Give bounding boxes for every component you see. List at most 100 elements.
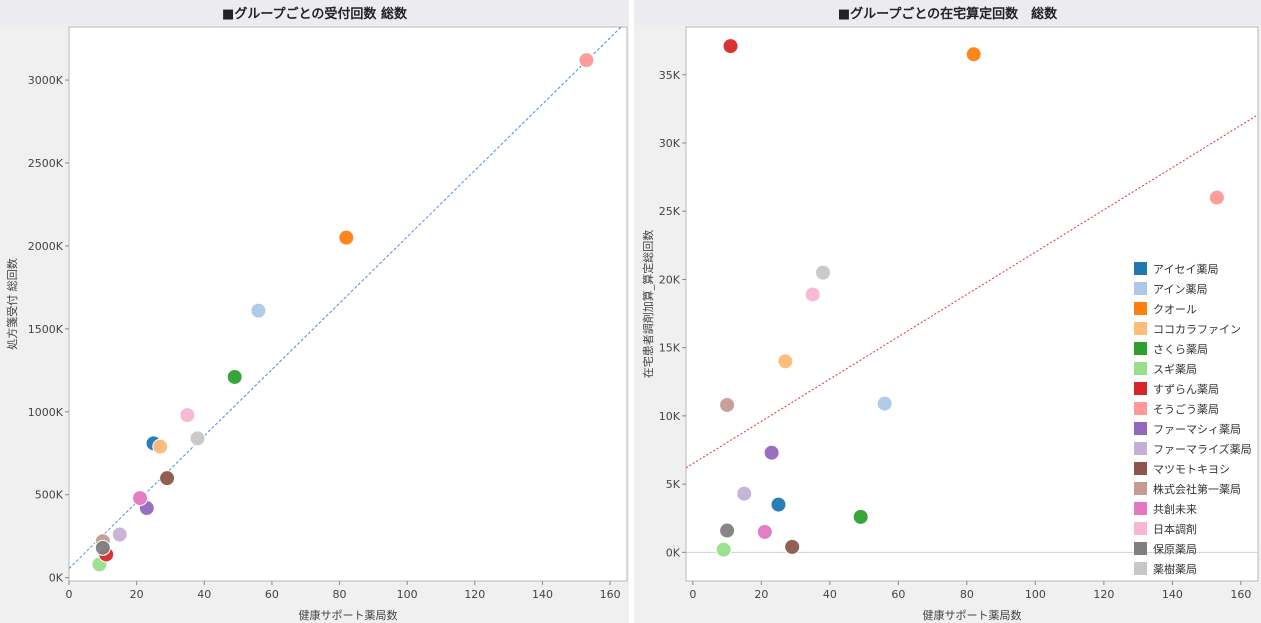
legend-label: ココカラファイン bbox=[1153, 323, 1241, 336]
x-tick-label: 140 bbox=[1162, 588, 1183, 601]
legend-swatch bbox=[1134, 422, 1147, 435]
legend-swatch bbox=[1134, 302, 1147, 315]
legend-label: アイン薬局 bbox=[1153, 283, 1207, 296]
legend-label: 株式会社第一薬局 bbox=[1153, 482, 1241, 496]
legend-label: さくら薬局 bbox=[1153, 343, 1208, 356]
x-tick-label: 80 bbox=[333, 588, 347, 601]
data-point[interactable] bbox=[784, 538, 801, 555]
data-point[interactable] bbox=[804, 286, 821, 303]
x-tick-label: 140 bbox=[532, 588, 553, 601]
left-chart-panel: ■グループごとの受付回数 総数 0K 500K 1000K 1500K 2000K 250… bbox=[0, 0, 629, 623]
x-tick-label: 160 bbox=[600, 588, 621, 601]
legend-swatch bbox=[1134, 462, 1147, 475]
data-point[interactable] bbox=[152, 438, 169, 455]
y-tick-label: 500K bbox=[35, 489, 64, 502]
data-point[interactable] bbox=[226, 368, 243, 385]
x-tick-label: 60 bbox=[891, 588, 905, 601]
x-tick-label: 20 bbox=[754, 588, 768, 601]
legend-swatch bbox=[1134, 342, 1147, 355]
left-chart-title: ■グループごとの受付回数 総数 bbox=[0, 0, 629, 25]
x-tick-label: 60 bbox=[265, 588, 279, 601]
x-tick-label: 40 bbox=[197, 588, 211, 601]
data-point[interactable] bbox=[815, 264, 832, 281]
legend-label: マツモトキヨシ bbox=[1153, 463, 1230, 476]
legend-label: すずらん薬局 bbox=[1153, 383, 1219, 396]
legend-swatch bbox=[1134, 502, 1147, 515]
data-point[interactable] bbox=[770, 496, 787, 513]
y-tick-label: 1500K bbox=[28, 323, 64, 336]
plot-area bbox=[685, 26, 1259, 582]
data-point[interactable] bbox=[719, 396, 736, 413]
y-tick-label: 25K bbox=[659, 205, 681, 218]
trend-line bbox=[686, 114, 1258, 469]
legend-label: アイセイ薬局 bbox=[1153, 263, 1218, 276]
data-point[interactable] bbox=[736, 485, 753, 502]
y-tick-label: 0K bbox=[666, 546, 681, 559]
legend-label: ファーマライズ薬局 bbox=[1153, 442, 1252, 456]
x-tick-label: 120 bbox=[464, 588, 485, 601]
y-tick-label: 35K bbox=[659, 69, 681, 82]
legend-label: ファーマシィ薬局 bbox=[1153, 423, 1241, 436]
x-tick-label: 120 bbox=[1093, 588, 1114, 601]
legend-label: そうごう薬局 bbox=[1153, 402, 1219, 416]
legend-swatch bbox=[1134, 382, 1147, 395]
x-axis-title: 健康サポート薬局数 bbox=[923, 608, 1022, 622]
legend-swatch bbox=[1134, 522, 1147, 535]
data-point[interactable] bbox=[111, 526, 128, 543]
y-tick-label: 1000K bbox=[28, 406, 64, 419]
y-tick-label: 20K bbox=[659, 273, 681, 286]
legend-swatch bbox=[1134, 362, 1147, 375]
legend-swatch bbox=[1134, 442, 1147, 455]
data-point[interactable] bbox=[719, 522, 736, 539]
x-tick-label: 160 bbox=[1230, 588, 1251, 601]
data-point[interactable] bbox=[1208, 189, 1225, 206]
y-tick-label: 10K bbox=[659, 410, 681, 423]
legend-swatch bbox=[1134, 282, 1147, 295]
y-tick-label: 3000K bbox=[28, 74, 64, 87]
x-tick-label: 100 bbox=[1025, 588, 1046, 601]
legend-label: 共創未来 bbox=[1153, 502, 1197, 516]
x-tick-label: 0 bbox=[689, 588, 696, 601]
data-point[interactable] bbox=[338, 229, 355, 246]
x-tick-label: 80 bbox=[960, 588, 974, 601]
y-tick-label: 0K bbox=[49, 572, 64, 585]
data-point[interactable] bbox=[722, 38, 739, 55]
y-axis-title: 在宅患者調剤加算_算定総回数 bbox=[641, 230, 655, 379]
legend-label: 保原薬局 bbox=[1153, 542, 1197, 556]
x-tick-label: 20 bbox=[130, 588, 144, 601]
legend-swatch bbox=[1134, 262, 1147, 275]
data-point[interactable] bbox=[132, 490, 149, 507]
y-tick-label: 30K bbox=[659, 137, 681, 150]
left-scatter-chart: 0K 500K 1000K 1500K 2000K 2500K 3000K 0 20 40 60 80… bbox=[0, 25, 629, 623]
data-point[interactable] bbox=[715, 541, 732, 558]
y-tick-label: 2500K bbox=[28, 157, 64, 170]
right-scatter-chart: 0K 5K 10K 15K 20K 25K 30K 35K 0 20 40 60 80 100 120 140… bbox=[634, 25, 1261, 623]
right-chart-panel: ■グループごとの在宅算定回数 総数 0K 5K 10K 15K 20K 25K 30K 35K… bbox=[634, 0, 1261, 623]
data-point[interactable] bbox=[159, 470, 176, 487]
x-axis-title: 健康サポート薬局数 bbox=[299, 608, 398, 622]
y-tick-label: 15K bbox=[659, 342, 681, 355]
y-tick-label: 2000K bbox=[28, 240, 64, 253]
data-point[interactable] bbox=[578, 52, 595, 69]
data-point[interactable] bbox=[179, 407, 196, 424]
y-tick-label: 5K bbox=[666, 478, 681, 491]
legend-swatch bbox=[1134, 562, 1147, 575]
data-point[interactable] bbox=[763, 444, 780, 461]
data-point[interactable] bbox=[250, 302, 267, 319]
y-axis-title: 処方箋受付 総回数 bbox=[5, 258, 19, 350]
legend-swatch bbox=[1134, 542, 1147, 555]
data-point[interactable] bbox=[189, 430, 206, 447]
data-point[interactable] bbox=[756, 523, 773, 540]
data-point[interactable] bbox=[777, 353, 794, 370]
legend-label: 薬樹薬局 bbox=[1153, 563, 1197, 576]
x-tick-label: 100 bbox=[397, 588, 418, 601]
data-point[interactable] bbox=[94, 539, 111, 556]
data-point[interactable] bbox=[852, 508, 869, 525]
data-point[interactable] bbox=[876, 395, 893, 412]
data-point[interactable] bbox=[965, 46, 982, 63]
right-chart-title: ■グループごとの在宅算定回数 総数 bbox=[634, 0, 1261, 25]
legend-label: 日本調剤 bbox=[1153, 522, 1197, 536]
x-tick-label: 0 bbox=[66, 588, 73, 601]
x-tick-label: 40 bbox=[823, 588, 837, 601]
legend-label: スギ薬局 bbox=[1153, 363, 1197, 376]
